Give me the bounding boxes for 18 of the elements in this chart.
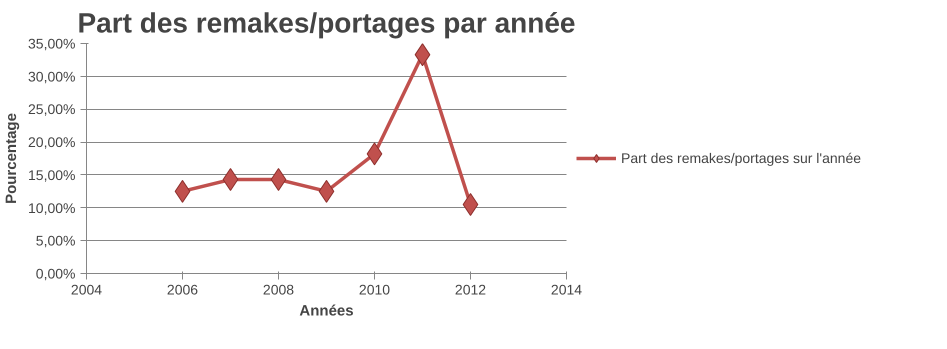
y-tick-label: 0,00% [36,266,76,282]
x-tick-label: 2010 [358,282,390,298]
y-tick-label: 10,00% [28,200,76,216]
x-tick-label: 2006 [166,282,198,298]
y-tick-label: 20,00% [28,134,76,150]
x-tick-label: 2014 [550,282,582,298]
y-tick-label: 25,00% [28,101,76,118]
y-axis-title: Pourcentage [3,113,20,204]
y-tick-label: 5,00% [36,232,76,249]
x-tick-label: 2004 [70,282,102,298]
x-tick-label: 2008 [262,282,294,298]
y-tick-label: 15,00% [28,166,76,183]
x-tick-label: 2012 [454,282,486,298]
y-tick-label: 30,00% [28,68,76,84]
legend-label: Part des remakes/portages sur l'année [621,150,862,166]
y-tick-label: 35,00% [28,36,76,52]
chart-title: Part des remakes/portages par année [77,8,576,38]
x-axis-title: Années [299,302,354,320]
